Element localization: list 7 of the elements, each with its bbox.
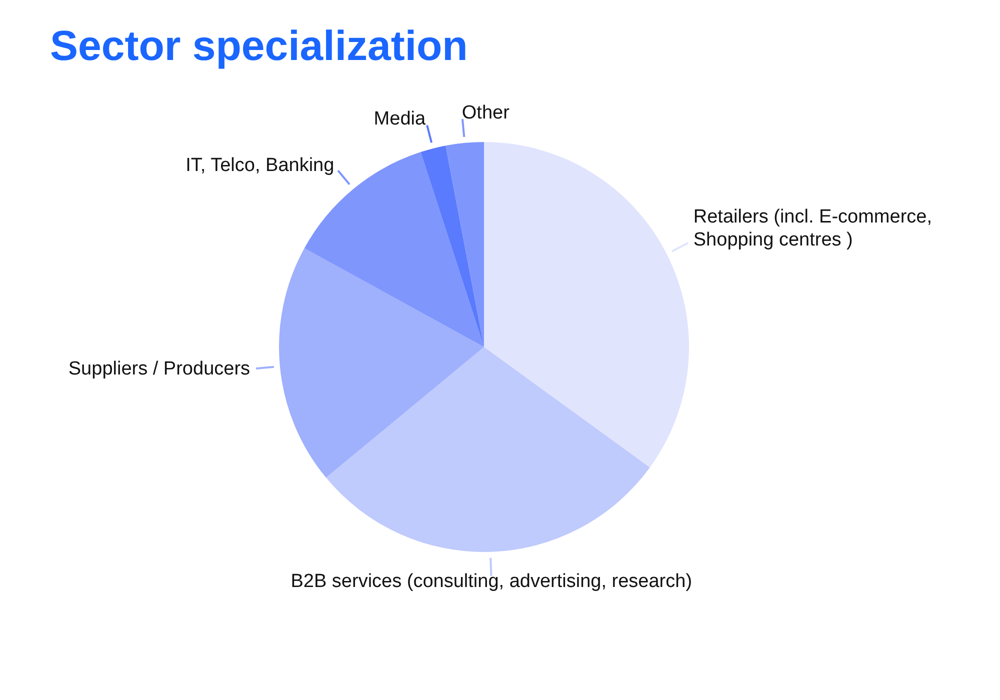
slice-label: Other [462, 102, 510, 124]
slice-label: Media [374, 108, 426, 130]
slice-label: IT, Telco, Banking [186, 155, 334, 176]
chart-title: Sector specialization [50, 22, 468, 70]
slice-label: Suppliers / Producers [68, 358, 250, 380]
slice-label: Retailers (incl. E-commerce, Shopping centres ) [693, 206, 932, 251]
slice-label: B2B services (consulting, advertising, research) [290, 571, 692, 592]
